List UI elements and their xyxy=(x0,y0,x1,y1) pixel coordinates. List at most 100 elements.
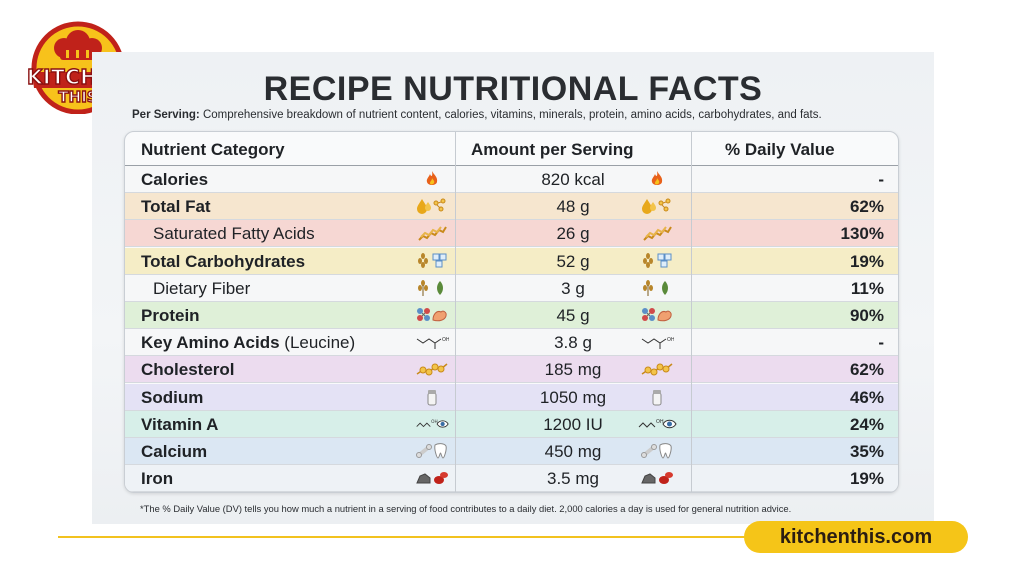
nutrient-name-text: Vitamin A xyxy=(141,414,219,434)
grain-sugar-icon xyxy=(637,251,677,271)
nutrient-name: Total Fat xyxy=(141,197,211,217)
amount-per-serving: 3.8 g xyxy=(554,333,592,353)
header-nutrient-category: Nutrient Category xyxy=(141,140,285,159)
fatty-acid-chain-icon xyxy=(637,223,677,243)
cholesterol-molecule-icon xyxy=(637,359,677,379)
nutrient-name-text: Iron xyxy=(141,469,174,489)
table-row: Saturated Fatty Acids 26 g 130% xyxy=(125,220,898,248)
amount-per-serving: 48 g xyxy=(556,197,590,217)
molecule-muscle-icon xyxy=(415,305,449,325)
retinol-eye-icon: OH xyxy=(637,414,677,434)
column-divider xyxy=(455,132,456,492)
amount-per-serving: 1200 IU xyxy=(543,414,603,434)
amount-per-serving: 45 g xyxy=(556,306,590,325)
amino-acid-structure-icon: OH xyxy=(637,332,677,352)
daily-value: 46% xyxy=(849,387,884,407)
daily-value: - xyxy=(878,333,884,353)
daily-value: 19% xyxy=(849,469,884,489)
molecule-muscle-icon xyxy=(637,305,677,325)
nutrient-name: Saturated Fatty Acids xyxy=(153,224,315,244)
daily-value: - xyxy=(878,170,884,189)
amount-per-serving: 450 mg xyxy=(544,442,602,461)
cholesterol-molecule-icon xyxy=(415,359,449,379)
kitchen-this-logo: KITCHEN THIS xyxy=(26,18,130,115)
table-row: Total Carbohydrates 52 g 19% xyxy=(125,247,898,275)
nutrient-name: Iron xyxy=(141,469,173,489)
header-amount-per-serving: Amount per Serving xyxy=(471,140,634,159)
footnote: *The % Daily Value (DV) tells you how mu… xyxy=(140,503,792,514)
nutrient-name: Total Carbohydrates xyxy=(141,252,305,272)
daily-value: 19% xyxy=(849,251,884,271)
svg-text:OH: OH xyxy=(667,337,674,343)
header-daily-value: % Daily Value xyxy=(725,140,835,159)
salt-shaker-icon xyxy=(637,387,677,407)
nutrient-name-text: Protein xyxy=(141,306,200,325)
table-row: Cholesterol 185 mg 62% xyxy=(125,356,898,384)
subtitle: Per Serving: Comprehensive breakdown of … xyxy=(132,109,912,121)
nutrient-name-text: Key Amino Acids xyxy=(141,333,280,353)
logo-text-this: THIS xyxy=(58,87,99,106)
svg-text:OH: OH xyxy=(431,419,438,425)
table-row: Protein 45 g 90% xyxy=(125,302,898,329)
nutrient-name: Vitamin A xyxy=(141,415,218,435)
bone-tooth-icon xyxy=(415,441,449,461)
retinol-eye-icon: OH xyxy=(415,414,449,434)
table-row: Total Fat 48 g 62% xyxy=(125,193,898,221)
wheat-leaf-icon xyxy=(637,278,677,298)
subtitle-text: Comprehensive breakdown of nutrient cont… xyxy=(199,109,822,121)
amount-per-serving: 3 g xyxy=(561,278,585,298)
page-title: RECIPE NUTRITIONAL FACTS xyxy=(263,70,763,108)
amount-per-serving: 1050 mg xyxy=(539,387,607,407)
nutrient-name-text: Total Carbohydrates xyxy=(141,251,306,271)
table-row: Sodium 1050 mg 46% xyxy=(125,383,898,411)
fat-drops-icon xyxy=(637,196,677,216)
daily-value: 90% xyxy=(849,306,884,325)
nutrient-name: Calcium xyxy=(141,442,207,462)
nutrient-name: Key Amino Acids (Leucine) xyxy=(141,333,355,353)
table-row: Key Amino Acids (Leucine) OH 3.8 g OH - xyxy=(125,329,898,357)
nutrient-name-suffix: (Leucine) xyxy=(279,333,356,353)
amount-per-serving: 820 kcal xyxy=(541,170,605,189)
daily-value: 11% xyxy=(850,278,884,298)
table-row: Calories 820 kcal - xyxy=(125,166,898,193)
nutrient-name: Calories xyxy=(141,170,208,190)
bone-tooth-icon xyxy=(637,441,677,461)
amount-per-serving: 185 mg xyxy=(544,360,602,380)
nutrient-name-text: Cholesterol xyxy=(141,360,235,380)
nutrient-name-text: Sodium xyxy=(141,387,204,407)
subtitle-label: Per Serving: xyxy=(132,109,200,121)
daily-value: 24% xyxy=(849,414,884,434)
amount-per-serving: 52 g xyxy=(556,251,590,271)
amount-per-serving: 3.5 mg xyxy=(547,469,599,489)
flame-icon xyxy=(415,169,449,189)
nutrient-name-text: Calcium xyxy=(141,442,208,461)
table-row: Vitamin A OH 1200 IU OH 24% xyxy=(125,410,898,438)
website-link[interactable]: kitchenthis.com xyxy=(744,521,968,553)
amount-per-serving: 26 g xyxy=(556,224,590,244)
nutrient-name-text: Saturated Fatty Acids xyxy=(153,224,315,244)
svg-text:OH: OH xyxy=(656,419,664,425)
salt-shaker-icon xyxy=(415,387,449,407)
nutrient-name: Cholesterol xyxy=(141,360,235,380)
wheat-leaf-icon xyxy=(415,278,449,298)
footer-divider xyxy=(58,536,758,538)
daily-value: 35% xyxy=(849,442,884,461)
daily-value: 130% xyxy=(840,224,884,244)
grain-sugar-icon xyxy=(415,251,449,271)
iron-ore-blood-icon xyxy=(637,468,677,488)
iron-ore-blood-icon xyxy=(415,468,449,488)
amino-acid-structure-icon: OH xyxy=(415,332,449,352)
flame-icon xyxy=(637,169,677,189)
nutrition-table: Nutrient Category Amount per Serving % D… xyxy=(124,131,899,493)
nutrient-name: Sodium xyxy=(141,388,203,408)
nutrient-name: Protein xyxy=(141,306,200,326)
table-row: Dietary Fiber 3 g 11% xyxy=(125,274,898,302)
daily-value: 62% xyxy=(849,360,884,380)
nutrient-name-text: Total Fat xyxy=(141,197,211,217)
nutrient-name: Dietary Fiber xyxy=(153,279,250,299)
table-header: Nutrient Category Amount per Serving % D… xyxy=(125,132,898,166)
column-divider xyxy=(691,132,692,492)
nutrient-name-text: Dietary Fiber xyxy=(153,278,251,298)
nutrient-name-text: Calories xyxy=(141,170,209,189)
svg-text:OH: OH xyxy=(442,337,449,343)
